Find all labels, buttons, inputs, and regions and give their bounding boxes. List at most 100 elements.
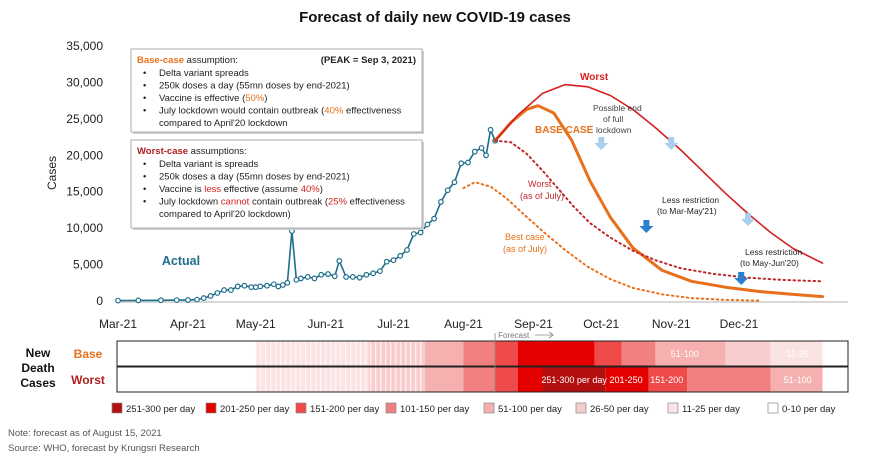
legend-label: 51-100 per day [498,404,562,415]
x-tick-label: Oct-21 [583,317,619,331]
heatmap-cell-label: 251-300 per day [541,375,607,385]
y-axis-label: Cases [45,156,59,190]
assumption-line: July lockdown cannot contain outbreak (2… [159,197,405,208]
annotation-label: Best case [505,232,545,242]
actual-point [478,145,485,151]
actual-point [390,257,397,264]
actual-point [194,296,200,303]
heatmap-row-border [116,340,849,367]
actual-point [487,126,494,133]
actual-point [252,284,259,291]
assumption-line: Delta variant spreads [159,68,249,79]
actual-point [298,275,304,282]
heatmap-cell [542,341,595,366]
x-tick-label: Jun-21 [307,317,344,331]
down-arrow-icon [741,213,755,226]
heatmap-cell [495,367,518,392]
heatmap-cell-label: 11-25 [786,349,808,359]
heatmap-cell [648,367,688,392]
bullet-icon: • [143,68,146,79]
actual-point [234,283,241,290]
legend-label: 251-300 per day [126,404,195,415]
legend-label: 0-10 per day [782,404,836,415]
actual-point [115,297,121,304]
assumption-line: compared to April'20 lockdown) [159,209,291,220]
heatmap-cell [517,367,543,392]
legend-swatch [295,402,307,414]
actual-point [483,152,489,159]
assumption-line: Vaccine is less effective (assume 40%) [159,184,323,195]
actual-point [158,297,164,304]
actual-point [331,273,338,280]
actual-point [173,297,180,304]
actual-point [410,231,417,237]
heatmap-cell [542,367,606,392]
worst-box [130,139,423,229]
y-tick-label: 35,000 [66,39,103,53]
heatmap-cell [605,367,649,392]
assumption-line: 250k doses a day (55mn doses by end-2021… [159,81,350,92]
actual-point [458,160,465,167]
heatmap-row-label: Worst [71,373,105,387]
actual-point [383,258,390,265]
legend-swatch [385,402,397,414]
annotation-label: of full [603,114,623,124]
heatmap-cell [368,341,426,366]
actual-point [465,159,471,166]
actual-point [214,290,221,296]
y-tick-label: 10,000 [66,221,103,235]
heatmap-cell [495,341,518,366]
legend-swatch [575,402,587,414]
actual-point [221,287,228,293]
y-tick-label: 0 [96,294,103,308]
heatmap-cell [517,341,543,366]
heatmap-cell [118,341,256,366]
actual-point [444,187,451,194]
legend-swatch [111,402,123,414]
heatmap-cell [725,341,771,366]
assumption-line: compared to April'20 lockdown [159,118,288,129]
actual-point [257,283,264,290]
heatmap-cell [463,367,496,392]
annotation-label: Less restriction [745,247,802,257]
heatmap-cell [425,367,464,392]
heatmap-cell-label: 201-250 [610,375,643,385]
annotation-label: (to May-Jun'20) [740,258,799,268]
heatmap-cell [770,367,823,392]
annotation-label: Possible end [593,103,642,113]
down-arrow-icon [734,272,749,285]
legend-label: 101-150 per day [400,404,469,415]
annotation-label: Actual [162,254,200,268]
x-tick-label: Aug-21 [444,317,483,331]
legend-label: 11-25 per day [682,404,740,415]
x-tick-label: Sep-21 [514,317,553,331]
actual-point [135,297,142,304]
chart-title: Forecast of daily new COVID-19 cases [299,9,571,26]
actual-point [325,271,331,277]
base-box-heading: Base-case assumption: [137,55,238,66]
source-note: Source: WHO, forecast by Krungsri Resear… [8,443,200,454]
down-arrow-icon [594,137,609,150]
series-line-3 [494,139,824,283]
annotation-label: lockdown [596,125,632,135]
worst-box-heading: Worst-case assumptions: [137,146,247,157]
heatmap-cell [255,367,369,392]
annotation-label: (as of July) [520,191,564,201]
heatmap-title-line: New [26,346,51,360]
annotation-label: (to Mar-May'21) [657,206,717,216]
actual-point [370,270,377,277]
heatmap-cell [621,341,656,366]
y-tick-label: 30,000 [66,75,103,89]
heatmap-cell [368,367,426,392]
actual-point [318,271,325,278]
y-tick-label: 25,000 [66,112,103,126]
bullet-icon: • [143,172,146,183]
heatmap-cell [463,341,496,366]
heatmap-title-line: Death [21,361,54,375]
x-tick-label: Nov-21 [652,317,691,331]
forecast-arrow-icon [535,331,554,339]
bullet-icon: • [143,93,146,104]
actual-point [417,229,424,236]
heatmap-row-border [116,366,849,393]
heatmap-cell [594,341,622,366]
